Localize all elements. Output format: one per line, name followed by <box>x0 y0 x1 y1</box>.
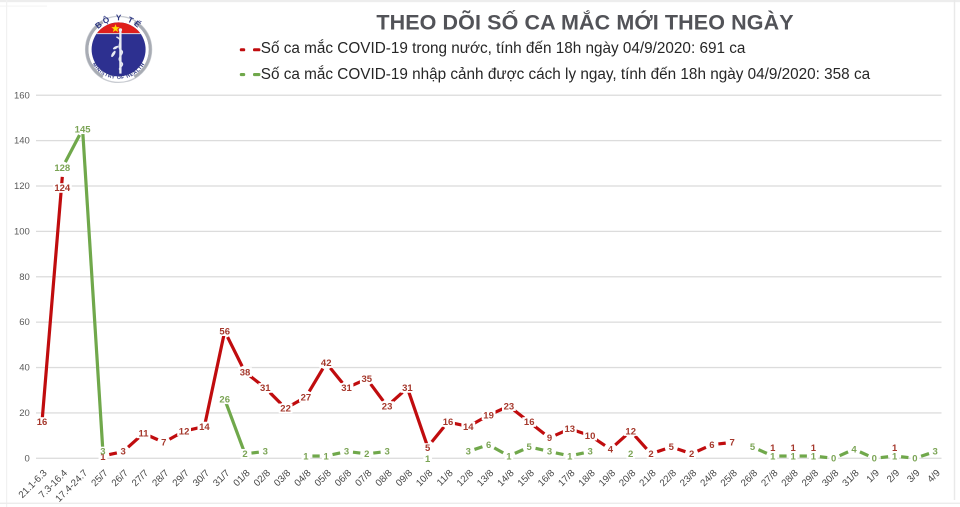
svg-text:2: 2 <box>242 449 247 460</box>
svg-text:140: 140 <box>14 136 30 147</box>
svg-text:1: 1 <box>790 451 796 462</box>
svg-text:128: 128 <box>54 163 70 174</box>
svg-text:6: 6 <box>709 440 714 451</box>
svg-text:19: 19 <box>483 410 494 421</box>
svg-text:13: 13 <box>565 424 576 435</box>
svg-text:2: 2 <box>628 449 633 460</box>
svg-text:16: 16 <box>37 417 48 428</box>
svg-text:16: 16 <box>443 417 454 428</box>
svg-text:1: 1 <box>892 451 898 462</box>
svg-text:2: 2 <box>364 449 369 460</box>
svg-text:3: 3 <box>121 447 126 458</box>
svg-text:20: 20 <box>19 408 30 419</box>
svg-text:Số ca mắc COVID-19 trong nước,: Số ca mắc COVID-19 trong nước, tính đến … <box>261 40 746 57</box>
svg-text:0: 0 <box>872 454 877 465</box>
svg-text:16: 16 <box>524 417 535 428</box>
svg-text:1: 1 <box>303 451 309 462</box>
svg-text:1: 1 <box>790 443 796 454</box>
svg-text:11: 11 <box>138 429 149 440</box>
svg-text:0: 0 <box>25 453 30 464</box>
svg-text:3: 3 <box>466 447 471 458</box>
svg-text:3: 3 <box>384 447 389 458</box>
svg-text:1: 1 <box>892 443 898 454</box>
svg-text:4: 4 <box>608 444 614 455</box>
svg-text:1: 1 <box>425 454 431 465</box>
svg-text:124: 124 <box>54 183 71 194</box>
svg-text:1: 1 <box>100 452 106 463</box>
svg-text:1: 1 <box>770 451 776 462</box>
svg-text:1: 1 <box>567 451 573 462</box>
svg-text:6: 6 <box>486 440 491 451</box>
svg-text:120: 120 <box>14 181 30 192</box>
svg-text:1: 1 <box>324 451 330 462</box>
svg-text:22: 22 <box>280 404 291 415</box>
svg-text:23: 23 <box>504 401 515 412</box>
svg-text:14: 14 <box>463 422 474 433</box>
svg-text:10: 10 <box>585 431 596 442</box>
svg-text:5: 5 <box>527 442 533 453</box>
svg-text:5: 5 <box>750 442 756 453</box>
svg-text:23: 23 <box>382 401 393 412</box>
svg-text:1: 1 <box>506 451 512 462</box>
svg-text:3: 3 <box>263 447 268 458</box>
svg-text:7: 7 <box>161 438 166 449</box>
svg-text:12: 12 <box>179 426 190 437</box>
svg-text:14: 14 <box>199 422 210 433</box>
svg-text:27: 27 <box>301 392 312 403</box>
svg-text:7: 7 <box>730 438 735 449</box>
svg-text:3: 3 <box>933 447 938 458</box>
svg-text:26: 26 <box>219 395 230 406</box>
svg-text:3: 3 <box>344 447 349 458</box>
svg-text:1: 1 <box>770 443 776 454</box>
svg-text:0: 0 <box>912 454 917 465</box>
svg-text:1: 1 <box>811 443 817 454</box>
svg-text:31: 31 <box>402 383 413 394</box>
svg-text:38: 38 <box>240 367 251 378</box>
svg-text:56: 56 <box>219 326 230 337</box>
svg-text:31: 31 <box>341 383 352 394</box>
svg-text:40: 40 <box>19 363 30 374</box>
svg-text:4: 4 <box>851 444 857 455</box>
svg-text:5: 5 <box>669 442 675 453</box>
svg-text:1: 1 <box>811 451 817 462</box>
svg-text:145: 145 <box>75 125 92 136</box>
svg-text:3: 3 <box>587 447 592 458</box>
svg-text:2: 2 <box>648 449 653 460</box>
svg-text:80: 80 <box>19 272 30 283</box>
svg-text:31: 31 <box>260 383 271 394</box>
svg-text:5: 5 <box>425 443 431 454</box>
svg-text:100: 100 <box>14 227 30 238</box>
svg-text:3: 3 <box>547 447 552 458</box>
svg-text:3: 3 <box>100 447 105 458</box>
svg-text:0: 0 <box>831 454 836 465</box>
svg-text:60: 60 <box>19 317 30 328</box>
svg-text:Số ca mắc COVID-19 nhập cảnh đ: Số ca mắc COVID-19 nhập cảnh được cách l… <box>261 66 871 83</box>
svg-text:THEO DÕI SỐ CA MẮC MỚI THEO NG: THEO DÕI SỐ CA MẮC MỚI THEO NGÀY <box>376 9 793 35</box>
svg-text:160: 160 <box>14 90 30 101</box>
svg-text:35: 35 <box>362 374 373 385</box>
svg-text:42: 42 <box>321 358 332 369</box>
svg-text:12: 12 <box>625 426 636 437</box>
svg-text:2: 2 <box>689 449 694 460</box>
svg-text:9: 9 <box>547 433 552 444</box>
